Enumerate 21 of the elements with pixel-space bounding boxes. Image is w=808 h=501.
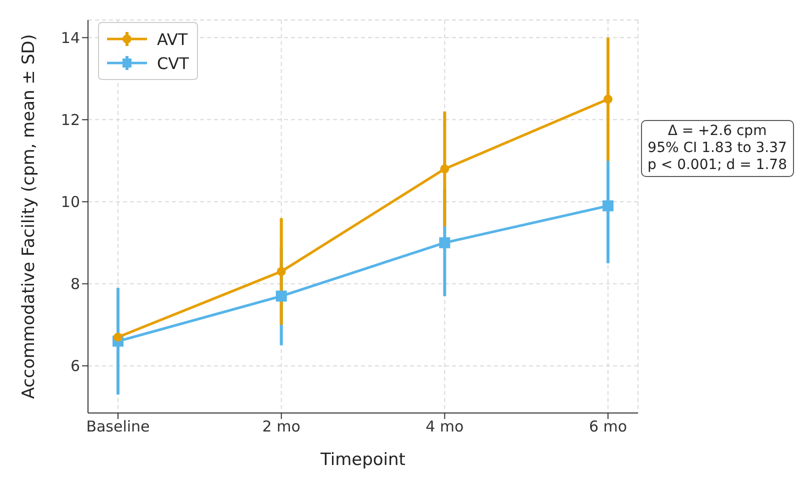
y-tick-label: 14 <box>60 28 80 47</box>
y-tick-label: 10 <box>60 193 80 212</box>
point <box>439 237 450 248</box>
point <box>276 266 286 276</box>
x-tick-label: 6 mo <box>588 418 628 436</box>
point <box>114 332 122 342</box>
point <box>440 164 450 174</box>
legend-label: CVT <box>157 54 189 72</box>
legend-label: AVT <box>157 30 188 48</box>
y-tick-label: 6 <box>70 357 80 376</box>
x-tick-label: 2 mo <box>262 418 300 436</box>
x-axis-title: Timepoint <box>320 450 406 470</box>
text: Δ = +2.6 cpm 95% CI 1.83 to 3.37 p < 0.001; d = 1.78 <box>640 120 794 177</box>
x-tick-label: Baseline <box>86 418 150 436</box>
point <box>276 290 287 302</box>
y-axis-title: Accommodative Facility (cpm, mean ± SD) <box>19 34 40 399</box>
point <box>604 94 612 104</box>
point <box>602 200 614 212</box>
y-tick-label: 12 <box>60 111 80 130</box>
x-tick-label: 4 mo <box>426 418 464 436</box>
y-tick-label: 8 <box>70 275 80 294</box>
